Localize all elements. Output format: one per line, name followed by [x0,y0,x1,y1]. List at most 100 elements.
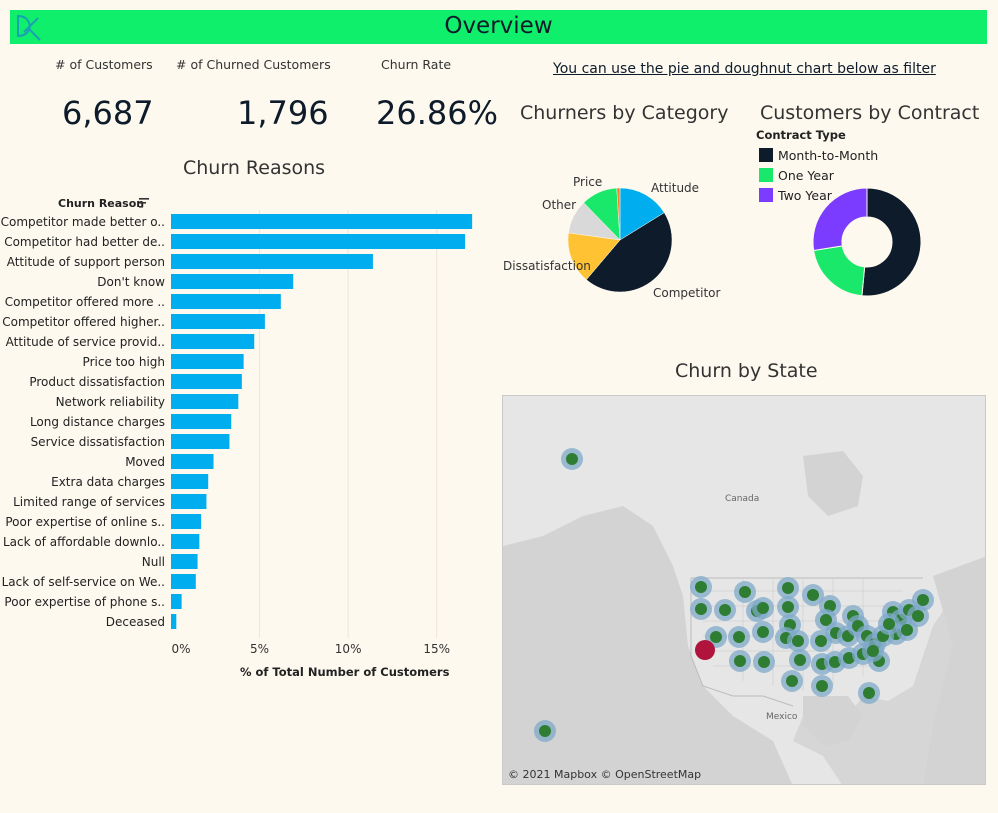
state-point[interactable] [758,656,770,668]
x-tick-label: 5% [250,642,269,656]
bar[interactable] [171,354,244,369]
state-point[interactable] [843,652,855,664]
state-point-highlight[interactable] [695,640,715,660]
state-point[interactable] [710,631,722,643]
legend-item-one-year[interactable]: One Year [759,168,834,184]
churn-by-state-title: Churn by State [675,360,818,382]
legend-item-two-year[interactable]: Two Year [759,188,832,204]
kpi-churned-value: 1,796 [237,94,329,132]
x-tick-label: 15% [423,642,450,656]
bar[interactable] [171,534,200,549]
bar-label: Poor expertise of phone s.. [4,595,165,609]
state-point[interactable] [807,589,819,601]
state-point[interactable] [786,675,798,687]
bar-label: Lack of affordable downlo.. [3,535,165,549]
state-point[interactable] [917,594,929,606]
bar[interactable] [171,314,265,329]
state-point[interactable] [739,586,751,598]
sort-icon[interactable] [139,198,151,208]
dk-logo-icon [17,14,41,41]
state-point[interactable] [782,601,794,613]
bar-label: Long distance charges [30,415,165,429]
bar[interactable] [171,214,473,229]
bar[interactable] [171,454,214,469]
bar[interactable] [171,474,209,489]
state-point[interactable] [863,687,875,699]
bar[interactable] [171,334,255,349]
bar-label: Competitor made better o.. [1,215,165,229]
churn-by-state-map[interactable]: Canada Mexico © 2021 Mapbox © OpenStreet… [502,395,986,785]
bar[interactable] [171,374,242,389]
state-point[interactable] [912,610,924,622]
state-point[interactable] [695,603,707,615]
state-point[interactable] [719,604,731,616]
bar[interactable] [171,614,177,629]
map-canvas[interactable] [503,396,986,785]
state-point[interactable] [794,654,806,666]
state-point[interactable] [734,655,746,667]
bar-label: Poor expertise of online s.. [5,515,165,529]
state-point[interactable] [782,582,794,594]
bar[interactable] [171,494,207,509]
bar-label: Network reliability [56,395,165,409]
x-tick-label: 0% [171,642,190,656]
state-point[interactable] [792,635,804,647]
pie-slice-dissatisfaction[interactable] [567,232,621,280]
donut-segment-two-year[interactable] [812,187,868,252]
legend-item-month-to-month[interactable]: Month-to-Month [759,148,878,164]
bar[interactable] [171,394,239,409]
filter-hint: You can use the pie and doughnut chart b… [553,61,936,77]
pie-slice-null[interactable] [616,187,621,241]
state-point[interactable] [757,626,769,638]
bar[interactable] [171,234,466,249]
pie-label: Other [542,198,576,212]
bar[interactable] [171,574,196,589]
state-point[interactable] [824,600,836,612]
bar-label: Service dissatisfaction [31,435,165,449]
bar-label: Attitude of service provid.. [6,335,165,349]
customers-by-contract-donut[interactable] [805,180,929,304]
pie-slice-competitor[interactable] [586,212,673,293]
churners-by-category-pie[interactable]: Attitude Competitor Dissatisfaction Other Pr… [495,170,745,310]
bar[interactable] [171,434,230,449]
kpi-customers-value: 6,687 [62,94,154,132]
state-point[interactable] [733,631,745,643]
bar-label: Competitor offered more .. [5,295,165,309]
state-point[interactable] [867,645,879,657]
bar-label: Extra data charges [51,475,165,489]
donut-segment-one-year[interactable] [813,245,866,297]
state-point[interactable] [815,635,827,647]
state-point[interactable] [539,725,551,737]
gulf-water [803,696,863,746]
ocean-pacific [503,506,793,784]
bar[interactable] [171,294,281,309]
bar[interactable] [171,414,232,429]
bar-label: Price too high [83,355,165,369]
bar-label: Don't know [97,275,165,289]
legend-label-two-year: Two Year [778,188,832,203]
state-point[interactable] [829,656,841,668]
state-point[interactable] [901,624,913,636]
pie-slice-attitude[interactable] [619,187,665,241]
state-point[interactable] [883,618,895,630]
bar[interactable] [171,254,373,269]
state-point[interactable] [695,581,707,593]
legend-label-month-to-month: Month-to-Month [778,148,879,163]
state-point[interactable] [820,614,832,626]
donut-segment-month-to-month[interactable] [861,187,922,297]
churn-reason-header[interactable]: Churn Reason [58,197,145,210]
state-point[interactable] [566,453,578,465]
bar-label: Limited range of services [13,495,165,509]
state-point[interactable] [816,680,828,692]
map-credit: © 2021 Mapbox © OpenStreetMap [508,768,702,781]
bar[interactable] [171,274,294,289]
pie-label: Competitor [653,286,720,300]
x-tick-label: 10% [335,642,362,656]
page-title: Overview [444,13,553,39]
bar[interactable] [171,554,198,569]
bar[interactable] [171,514,202,529]
legend-label-one-year: One Year [778,168,834,183]
bar-label: Moved [125,455,165,469]
bar[interactable] [171,594,182,609]
state-point[interactable] [757,602,769,614]
